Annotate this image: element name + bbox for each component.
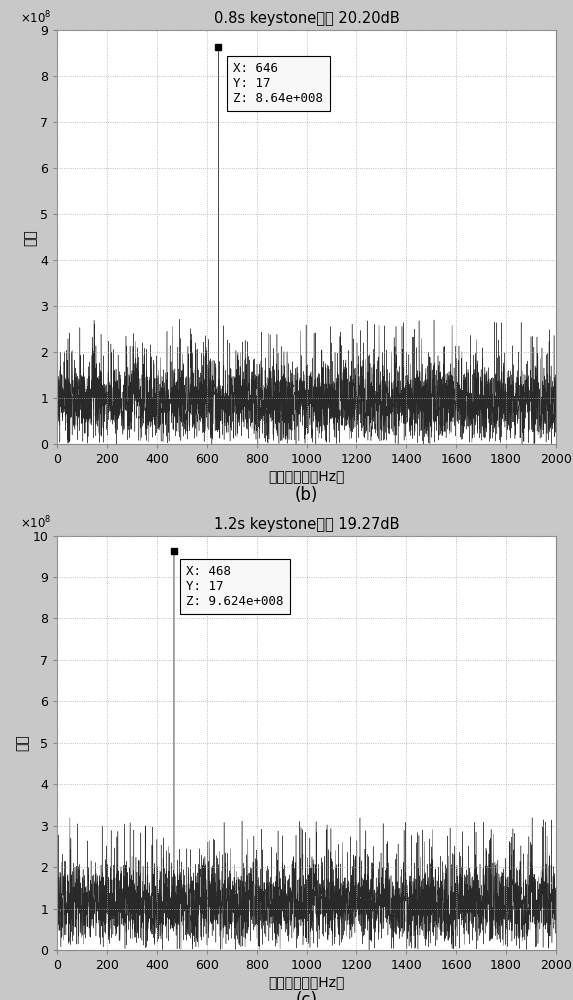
Text: (c): (c) bbox=[296, 991, 317, 1000]
Y-axis label: 幅度: 幅度 bbox=[23, 229, 37, 246]
Text: (b): (b) bbox=[295, 486, 318, 504]
Title: 1.2s keystone变换 19.27dB: 1.2s keystone变换 19.27dB bbox=[214, 517, 399, 532]
Text: $\times 10^{8}$: $\times 10^{8}$ bbox=[20, 9, 52, 26]
Text: X: 646
Y: 17
Z: 8.64e+008: X: 646 Y: 17 Z: 8.64e+008 bbox=[233, 62, 323, 105]
X-axis label: 多普勒频率（Hz）: 多普勒频率（Hz） bbox=[268, 975, 345, 989]
Text: $\times 10^{8}$: $\times 10^{8}$ bbox=[20, 515, 52, 531]
X-axis label: 多普勒频率（Hz）: 多普勒频率（Hz） bbox=[268, 469, 345, 483]
Y-axis label: 幅度: 幅度 bbox=[15, 734, 30, 751]
Title: 0.8s keystone变换 20.20dB: 0.8s keystone变换 20.20dB bbox=[214, 11, 399, 26]
Text: X: 468
Y: 17
Z: 9.624e+008: X: 468 Y: 17 Z: 9.624e+008 bbox=[186, 565, 284, 608]
